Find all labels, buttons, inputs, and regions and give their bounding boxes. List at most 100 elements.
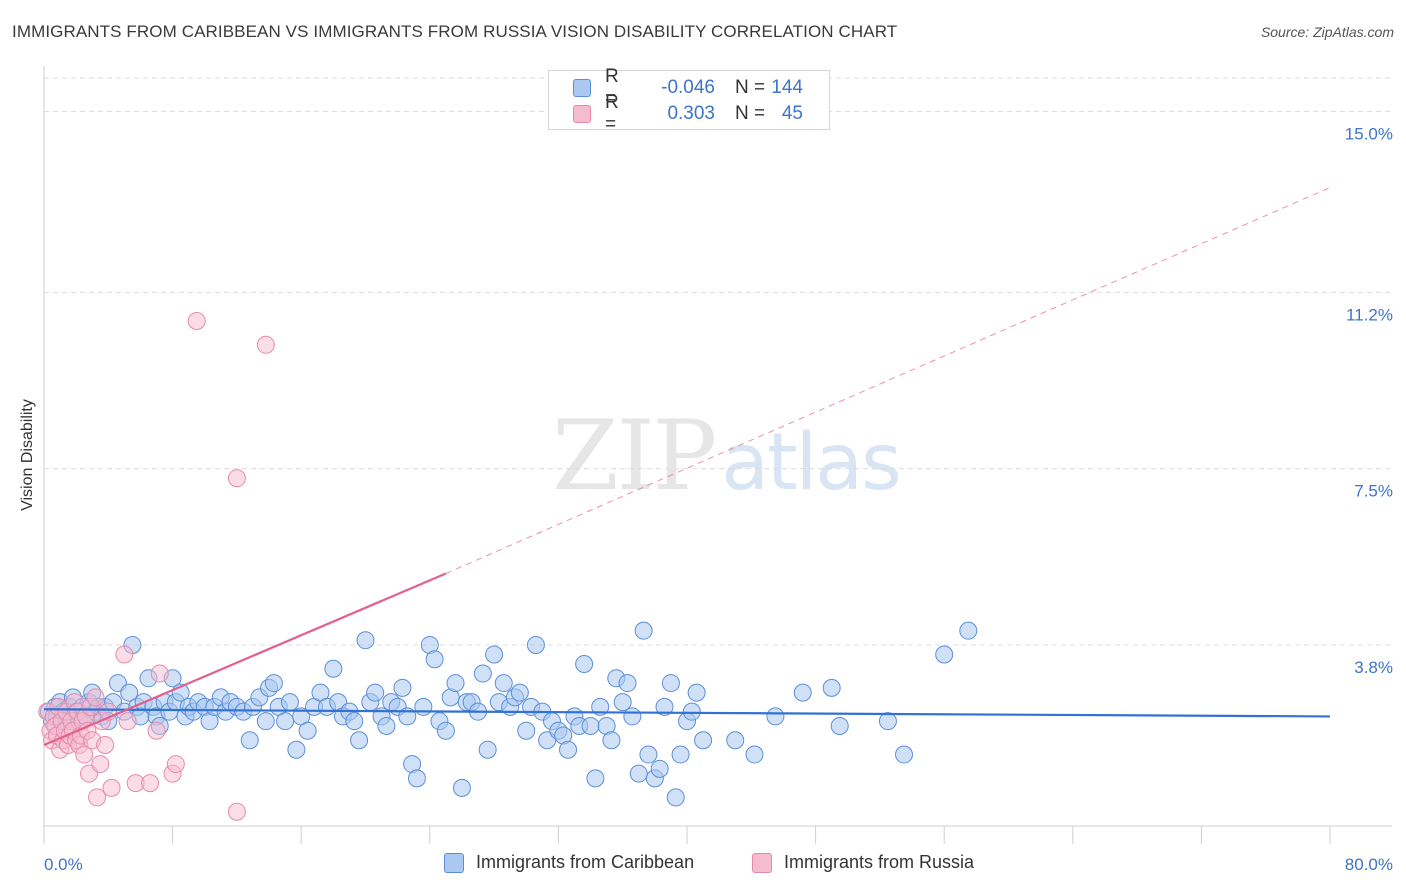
russia-point (86, 688, 105, 707)
caribbean-point (745, 745, 764, 764)
russia-point (115, 645, 134, 664)
russia-point (96, 736, 115, 755)
caribbean-point (350, 731, 369, 750)
caribbean-point (766, 707, 785, 726)
caribbean-point (682, 702, 701, 721)
caribbean-point (726, 731, 745, 750)
caribbean-point (830, 716, 849, 735)
caribbean-point (414, 697, 433, 716)
russia-point (227, 469, 246, 488)
r-label: R = (605, 92, 619, 135)
legend-label-caribbean: Immigrants from Caribbean (476, 852, 695, 872)
caribbean-point (639, 745, 658, 764)
caribbean-point (586, 769, 605, 788)
watermark: ZIPatlas (552, 400, 902, 512)
caribbean-point (559, 740, 578, 759)
chart-title: IMMIGRANTS FROM CARIBBEAN VS IMMIGRANTS … (12, 22, 898, 41)
caribbean-point (446, 674, 465, 693)
y-tick-label: 11.2% (1346, 305, 1393, 324)
caribbean-point (575, 655, 594, 674)
legend-item-russia: Immigrants from Russia (752, 852, 974, 873)
caribbean-point (485, 645, 504, 664)
caribbean-point (650, 759, 669, 778)
caribbean-point (629, 764, 648, 783)
x-tick-label: 80.0% (1345, 855, 1393, 874)
n-value: 45 (781, 103, 803, 124)
caribbean-point (822, 678, 841, 697)
caribbean-point (324, 659, 343, 678)
caribbean-point (694, 731, 713, 750)
r-value: 0.303 (667, 103, 715, 124)
caribbean-point (618, 674, 637, 693)
caribbean-point (623, 707, 642, 726)
russia-point (227, 802, 246, 821)
caribbean-point (517, 721, 536, 740)
russia-point (75, 745, 94, 764)
caribbean-point (407, 769, 426, 788)
caribbean-point (256, 712, 275, 731)
russia-point (118, 712, 137, 731)
caribbean-point (494, 674, 513, 693)
caribbean-point (287, 740, 306, 759)
caribbean-point (393, 678, 412, 697)
caribbean-point (425, 650, 444, 669)
trend-lines (43, 187, 1331, 747)
caribbean-point (666, 788, 685, 807)
russia-point (187, 311, 206, 330)
legend-item-caribbean: Immigrants from Caribbean (444, 852, 694, 873)
caribbean-swatch (444, 852, 464, 873)
axes (43, 66, 1392, 844)
russia-swatch (573, 105, 591, 123)
russia-point (256, 335, 275, 354)
caribbean-point (613, 693, 632, 712)
caribbean-point (473, 664, 492, 683)
russia-trend-line (43, 572, 447, 747)
caribbean-point (634, 621, 653, 640)
caribbean-point (280, 693, 299, 712)
caribbean-point (671, 745, 690, 764)
russia-point (166, 755, 185, 774)
russia-trend-extension (445, 187, 1331, 574)
y-tick-label: 15.0% (1345, 124, 1393, 143)
caribbean-trend-line (43, 708, 1331, 718)
caribbean-point (345, 712, 364, 731)
caribbean-point (276, 712, 295, 731)
russia-point (141, 774, 160, 793)
legend-label-russia: Immigrants from Russia (784, 852, 975, 872)
caribbean-point (959, 621, 978, 640)
russia-point (88, 788, 107, 807)
n-label: N = (735, 77, 766, 98)
caribbean-point (366, 683, 385, 702)
caribbean-point (510, 683, 529, 702)
russia-swatch (752, 852, 772, 873)
caribbean-point (356, 631, 375, 650)
caribbean-point (655, 697, 674, 716)
source-label: Source: ZipAtlas.com (1260, 24, 1394, 40)
caribbean-point (793, 683, 812, 702)
caribbean-swatch (573, 79, 591, 97)
caribbean-point (264, 674, 283, 693)
caribbean-point (687, 683, 706, 702)
r-label: R = (605, 66, 619, 109)
russia-point (102, 778, 121, 797)
tick-labels: 3.8% 7.5% 11.2% 15.0% 0.0% 80.0% (44, 124, 1393, 874)
russia-point (91, 755, 110, 774)
y-tick-label: 7.5% (1354, 482, 1393, 501)
grid-lines (44, 77, 1392, 646)
legend-row-russia: R = 0.303 N = 45 (573, 92, 803, 135)
caribbean-point (581, 716, 600, 735)
r-value: -0.046 (661, 77, 715, 98)
russia-point (147, 721, 166, 740)
caribbean-point (377, 716, 396, 735)
y-tick-label: 3.8% (1354, 658, 1393, 677)
russia-series (38, 311, 275, 821)
correlation-legend: R = -0.046 N = 144 R = 0.303 N = 45 (548, 66, 830, 135)
n-value: 144 (771, 77, 803, 98)
caribbean-point (878, 712, 897, 731)
caribbean-point (661, 674, 680, 693)
caribbean-point (895, 745, 914, 764)
legend-row-caribbean: R = -0.046 N = 144 (573, 66, 803, 109)
caribbean-point (452, 778, 471, 797)
caribbean-point (591, 697, 610, 716)
